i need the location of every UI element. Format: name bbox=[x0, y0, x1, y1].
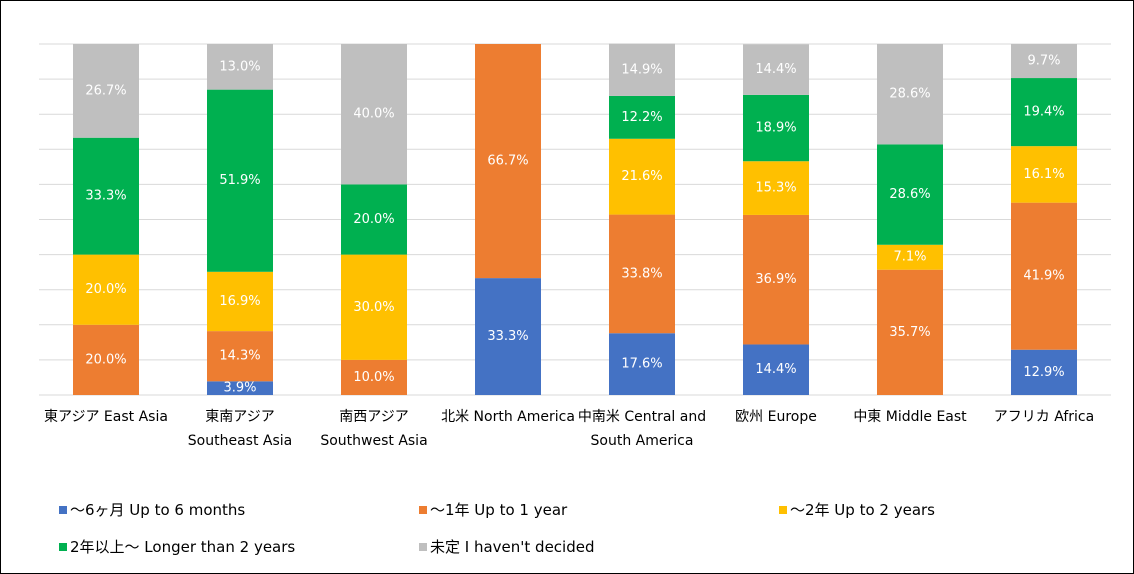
data-label: 33.3% bbox=[487, 329, 528, 344]
legend-swatch bbox=[419, 543, 427, 551]
data-label: 14.9% bbox=[621, 62, 662, 77]
legend-swatch bbox=[419, 506, 427, 514]
data-label: 33.3% bbox=[85, 189, 126, 204]
bar-segment bbox=[207, 331, 273, 382]
data-label: 20.0% bbox=[85, 352, 126, 367]
data-label: 20.0% bbox=[353, 212, 394, 227]
data-label: 33.8% bbox=[621, 266, 662, 281]
legend-label: ～1年 Up to 1 year bbox=[430, 501, 568, 519]
data-label: 7.1% bbox=[893, 250, 926, 265]
bar-segment bbox=[609, 43, 675, 96]
bar-segment bbox=[73, 324, 139, 395]
data-label: 26.7% bbox=[85, 83, 126, 98]
data-label: 40.0% bbox=[353, 107, 394, 122]
bar-segment bbox=[207, 44, 273, 90]
data-label: 18.9% bbox=[755, 121, 796, 136]
data-label: 66.7% bbox=[487, 154, 528, 169]
data-label: 3.9% bbox=[223, 381, 256, 396]
bar-segment bbox=[743, 344, 809, 395]
bar-segment bbox=[341, 184, 407, 255]
bar-segment bbox=[609, 95, 675, 139]
bar-segment bbox=[73, 44, 139, 138]
data-label: 35.7% bbox=[889, 325, 930, 340]
bar-segment bbox=[207, 271, 273, 332]
bar-segment bbox=[743, 214, 809, 345]
bar-segment bbox=[877, 269, 943, 395]
legend-item: ～6ヶ月 Up to 6 months bbox=[59, 499, 245, 520]
bar-segment bbox=[877, 244, 943, 270]
x-tick-label: 東アジア East Asia bbox=[44, 409, 168, 425]
bar-segment bbox=[1011, 146, 1077, 203]
x-tick-label: 中南米 Central and South America bbox=[577, 409, 707, 449]
bar-segment bbox=[877, 44, 943, 145]
data-label: 19.4% bbox=[1023, 105, 1064, 120]
bar-segment bbox=[73, 137, 139, 255]
legend-label: 未定 I haven't decided bbox=[430, 538, 595, 556]
legend-item: 2年以上～ Longer than 2 years bbox=[59, 536, 295, 557]
data-label: 14.4% bbox=[755, 62, 796, 77]
data-label: 14.3% bbox=[219, 349, 260, 364]
data-label: 13.0% bbox=[219, 59, 260, 74]
bar-segment bbox=[73, 254, 139, 325]
bar-segment bbox=[341, 359, 407, 395]
data-label: 12.2% bbox=[621, 110, 662, 125]
legend-label: ～2年 Up to 2 years bbox=[790, 501, 935, 519]
x-tick-label: 欧州 Europe bbox=[735, 409, 817, 425]
data-label: 20.0% bbox=[85, 282, 126, 297]
data-label: 16.9% bbox=[219, 294, 260, 309]
bar-segment bbox=[1011, 202, 1077, 350]
bar-segment bbox=[207, 381, 273, 395]
x-tick-label: 南西アジア Southwest Asia bbox=[320, 409, 428, 449]
x-tick-label: アフリカ Africa bbox=[993, 409, 1095, 425]
bar-segment bbox=[475, 44, 541, 279]
data-label: 28.6% bbox=[889, 87, 930, 102]
bar-segment bbox=[743, 44, 809, 95]
bar-segment bbox=[1011, 78, 1077, 147]
data-label: 30.0% bbox=[353, 300, 394, 315]
bar-segment bbox=[341, 44, 407, 185]
bar-segment bbox=[207, 89, 273, 272]
legend-swatch bbox=[779, 506, 787, 514]
bar-segment bbox=[877, 144, 943, 245]
data-label: 9.7% bbox=[1027, 54, 1060, 69]
data-label: 41.9% bbox=[1023, 269, 1064, 284]
legend-swatch bbox=[59, 506, 67, 514]
data-label: 14.4% bbox=[755, 362, 796, 377]
bar-segment bbox=[1011, 349, 1077, 395]
data-label: 21.6% bbox=[621, 169, 662, 184]
bar-segment bbox=[609, 214, 675, 334]
x-tick-label: 東南アジア Southeast Asia bbox=[187, 409, 293, 449]
data-label: 10.0% bbox=[353, 370, 394, 385]
bar-segment bbox=[341, 254, 407, 360]
data-label: 28.6% bbox=[889, 187, 930, 202]
legend-label: 2年以上～ Longer than 2 years bbox=[70, 538, 296, 556]
bar-segment bbox=[1011, 44, 1077, 79]
bar-segment bbox=[743, 161, 809, 215]
legend-item: ～2年 Up to 2 years bbox=[779, 499, 935, 520]
data-label: 17.6% bbox=[621, 357, 662, 372]
bar-segment bbox=[609, 138, 675, 215]
legend-label: ～6ヶ月 Up to 6 months bbox=[70, 501, 246, 519]
bar-segment bbox=[609, 333, 675, 395]
legend-item: ～1年 Up to 1 year bbox=[419, 499, 567, 520]
data-label: 36.9% bbox=[755, 272, 796, 287]
data-label: 51.9% bbox=[219, 173, 260, 188]
x-tick-label: 北米 North America bbox=[441, 409, 575, 425]
bar-segment bbox=[475, 278, 541, 395]
x-tick-label: 中東 Middle East bbox=[853, 409, 967, 425]
data-label: 15.3% bbox=[755, 181, 796, 196]
data-label: 16.1% bbox=[1023, 167, 1064, 182]
bar-segment bbox=[743, 94, 809, 162]
legend-swatch bbox=[59, 543, 67, 551]
data-label: 12.9% bbox=[1023, 365, 1064, 380]
legend-item: 未定 I haven't decided bbox=[419, 536, 594, 557]
